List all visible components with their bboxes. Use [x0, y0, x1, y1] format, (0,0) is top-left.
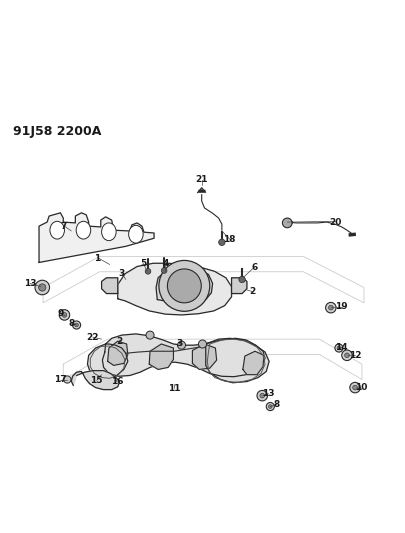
Circle shape — [159, 261, 210, 311]
Text: 17: 17 — [54, 375, 67, 384]
Circle shape — [72, 321, 81, 329]
Circle shape — [239, 276, 245, 282]
Circle shape — [198, 340, 207, 348]
Ellipse shape — [102, 223, 116, 241]
Circle shape — [326, 302, 336, 313]
Circle shape — [219, 239, 225, 246]
Text: 91J58 2200A: 91J58 2200A — [13, 125, 101, 138]
Polygon shape — [192, 344, 217, 369]
Text: 9: 9 — [57, 309, 64, 318]
Polygon shape — [243, 351, 264, 375]
Circle shape — [146, 331, 154, 339]
Text: 10: 10 — [355, 383, 367, 392]
Ellipse shape — [50, 221, 64, 239]
Text: 12: 12 — [349, 351, 361, 360]
Text: 3: 3 — [176, 338, 183, 348]
Circle shape — [350, 382, 360, 393]
Circle shape — [335, 344, 343, 352]
Circle shape — [167, 269, 201, 303]
Text: 5: 5 — [140, 259, 146, 268]
Polygon shape — [118, 263, 232, 315]
Polygon shape — [198, 188, 206, 192]
Circle shape — [260, 393, 264, 398]
Circle shape — [161, 268, 167, 273]
Text: 16: 16 — [111, 377, 123, 386]
Text: 11: 11 — [168, 384, 181, 393]
Text: 2: 2 — [116, 337, 122, 346]
Circle shape — [266, 402, 274, 410]
Circle shape — [59, 310, 70, 320]
Text: 8: 8 — [68, 319, 75, 328]
Circle shape — [342, 350, 352, 360]
Circle shape — [282, 218, 292, 228]
Circle shape — [38, 284, 46, 291]
Circle shape — [62, 312, 67, 317]
Text: 2: 2 — [249, 287, 255, 296]
Circle shape — [353, 385, 358, 390]
Circle shape — [345, 353, 350, 358]
Text: 15: 15 — [90, 376, 103, 385]
Circle shape — [337, 346, 341, 350]
Text: 13: 13 — [262, 389, 275, 398]
Text: 8: 8 — [273, 400, 279, 409]
Circle shape — [75, 323, 79, 327]
Text: 3: 3 — [119, 269, 125, 278]
Circle shape — [257, 390, 267, 401]
Ellipse shape — [129, 225, 143, 243]
Polygon shape — [149, 344, 173, 369]
Circle shape — [177, 341, 185, 349]
Circle shape — [145, 269, 151, 274]
Text: 1: 1 — [94, 254, 101, 263]
Circle shape — [269, 405, 272, 408]
Polygon shape — [39, 213, 154, 262]
Text: 4: 4 — [162, 259, 168, 268]
Circle shape — [64, 376, 71, 383]
Polygon shape — [206, 338, 269, 383]
Polygon shape — [87, 344, 128, 379]
Text: 21: 21 — [196, 175, 208, 184]
Text: 22: 22 — [87, 333, 99, 342]
Polygon shape — [156, 266, 213, 305]
Text: 20: 20 — [330, 217, 342, 227]
Polygon shape — [232, 278, 247, 294]
Text: 7: 7 — [60, 222, 66, 231]
Text: 18: 18 — [223, 235, 236, 244]
Polygon shape — [102, 278, 118, 294]
Text: 6: 6 — [251, 263, 257, 272]
Text: 14: 14 — [335, 343, 348, 352]
Polygon shape — [108, 341, 128, 366]
Circle shape — [328, 305, 333, 310]
Text: 13: 13 — [24, 279, 36, 288]
Circle shape — [35, 280, 49, 295]
Text: 19: 19 — [335, 302, 348, 311]
Polygon shape — [102, 334, 265, 377]
Polygon shape — [71, 370, 120, 390]
Ellipse shape — [76, 221, 91, 239]
